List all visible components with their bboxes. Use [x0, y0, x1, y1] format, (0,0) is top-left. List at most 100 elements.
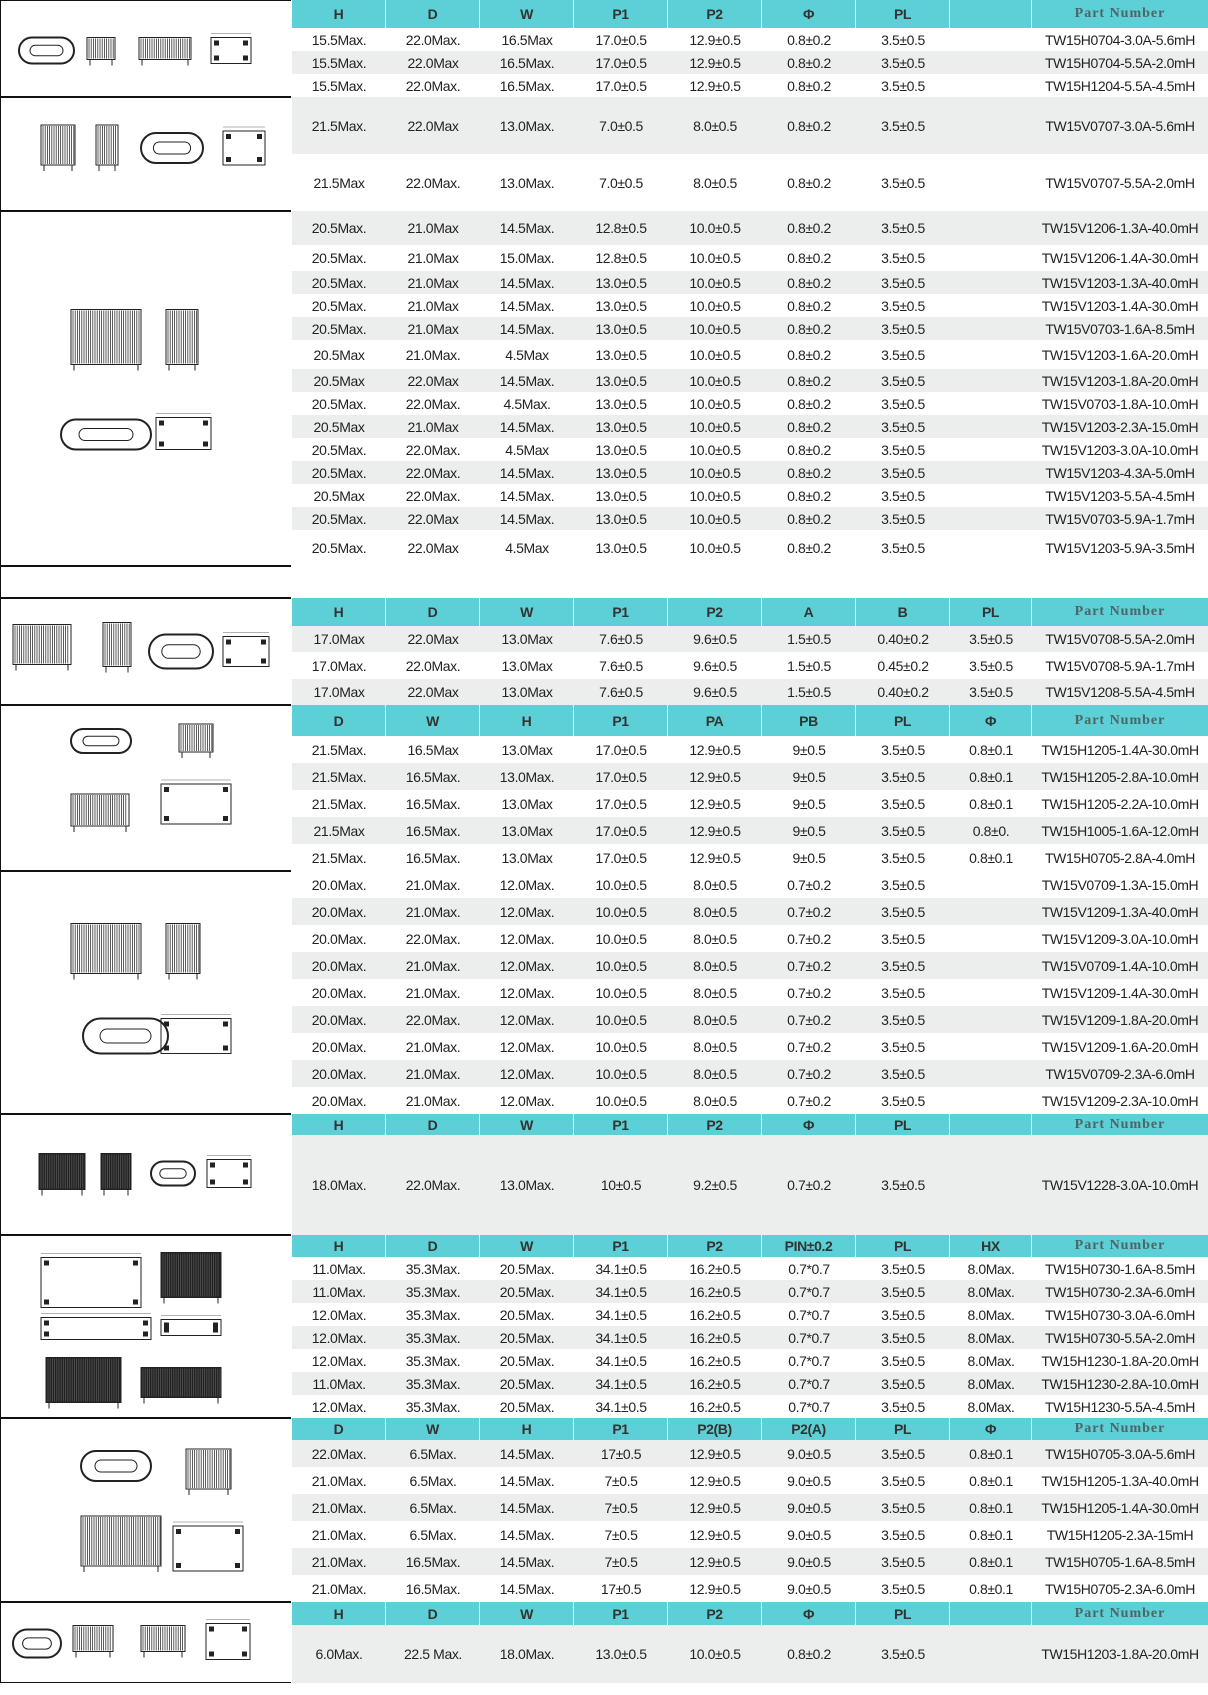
product-section: H D W P1 P2 Φ PL Part Number 18.0Max. 22.0Max. 13.…	[0, 1114, 1208, 1235]
cell-col-4: 13.0±0.5	[595, 487, 647, 504]
coil-winding-drawing	[165, 923, 201, 980]
cell-col-5: 16.2±0.5	[689, 1283, 741, 1300]
cell-col-2: 16.5Max.	[405, 768, 461, 785]
coil-winding-drawing	[140, 1367, 222, 1404]
cell-part-number: TW15V1209-1.3A-40.0mH	[1041, 903, 1199, 920]
cell-col-1: 20.5Max.	[311, 441, 367, 458]
cell-part-number: TW15V0703-1.8A-10.0mH	[1041, 395, 1199, 412]
cell-col-6: 0.7*0.7	[788, 1283, 830, 1300]
cell-col-8	[950, 74, 1032, 97]
cell-col-4: 17.0±0.5	[595, 741, 647, 758]
table-row: 20.0Max. 21.0Max. 12.0Max. 10.0±0.5 8.0±0.5 0…	[292, 898, 1208, 925]
cell-col-6: 9±0.5	[792, 795, 826, 812]
cell-col-7: 3.5±0.5	[881, 418, 925, 435]
cell-col-3: 12.0Max.	[499, 1038, 555, 1055]
cell-col-7: 3.5±0.5	[881, 1526, 925, 1543]
footprint-drawing	[205, 1619, 251, 1660]
table-row: 20.5Max 22.0Max 14.5Max. 13.0±0.5 10.0±0.5 0.…	[292, 369, 1208, 392]
cell-col-7: 3.5±0.5	[881, 1283, 925, 1300]
dimension-drawing	[60, 309, 212, 451]
spec-table: 20.5Max. 21.0Max 14.5Max. 12.8±0.5 10.0±0.5 0…	[292, 211, 1208, 566]
cell-col-6: 0.7*0.7	[788, 1260, 830, 1277]
cell-col-7: 3.5±0.5	[881, 510, 925, 527]
cell-col-3: 12.0Max.	[499, 957, 555, 974]
coil-winding-drawing	[72, 1625, 114, 1658]
cell-col-4: 10±0.5	[600, 1177, 642, 1193]
cell-part-number: TW15V0709-2.3A-6.0mH	[1045, 1065, 1195, 1082]
cell-col-1: 20.5Max.	[311, 274, 367, 291]
cell-col-1: 12.0Max.	[311, 1306, 367, 1323]
table-row: 20.5Max. 22.0Max 14.5Max. 13.0±0.5 10.0±0.5 0…	[292, 507, 1208, 530]
fig-vertical-coil-large	[0, 211, 291, 566]
cell-col-8: 8.0Max.	[967, 1306, 1015, 1323]
cell-col-5: 12.9±0.5	[689, 741, 741, 758]
cell-col-6: 9.0±0.5	[787, 1445, 831, 1462]
cell-col-1: 21.5Max	[313, 822, 365, 839]
cell-col-5: 12.9±0.5	[689, 31, 741, 48]
cell-col-3: 12.0Max.	[499, 1092, 555, 1109]
cell-col-6: 0.7*0.7	[788, 1375, 830, 1392]
cell-col-2: 22.0Max.	[405, 31, 461, 48]
cell-col-6: 0.8±0.2	[787, 117, 831, 134]
cell-col-3: 13.0Max	[501, 795, 553, 812]
cell-col-4: 34.1±0.5	[595, 1352, 647, 1369]
cell-col-6: 1.5±0.5	[787, 684, 831, 700]
cell-col-6: 0.8±0.2	[787, 464, 831, 481]
cell-col-1: 20.5Max.	[311, 320, 367, 337]
cell-col-1: 11.0Max.	[312, 1283, 366, 1300]
table-row: 18.0Max. 22.0Max. 13.0Max. 10±0.5 9.2±0.5 0.7…	[292, 1135, 1208, 1235]
cell-col-6: 0.8±0.2	[787, 510, 831, 527]
header-col-6: PB	[762, 705, 856, 736]
cell-col-2: 6.5Max.	[409, 1499, 457, 1516]
cell-col-2: 6.5Max.	[409, 1445, 457, 1462]
cell-col-5: 9.2±0.5	[693, 1177, 737, 1193]
cell-col-6: 0.7±0.2	[787, 1092, 831, 1109]
cell-part-number: TW15V1209-1.4A-30.0mH	[1041, 984, 1199, 1001]
header-part-number: Part Number	[1074, 1605, 1166, 1621]
table-row: 22.0Max. 6.5Max. 14.5Max. 17±0.5 12.9±0.5 9.0…	[292, 1440, 1208, 1467]
cell-part-number: TW15H0730-2.3A-6.0mH	[1045, 1283, 1195, 1300]
cell-col-8	[950, 294, 1032, 317]
header-col-2: W	[386, 705, 480, 736]
cell-part-number: TW15H0705-2.8A-4.0mH	[1045, 849, 1195, 866]
spec-table	[292, 566, 1208, 598]
coil-winding-drawing	[80, 1515, 162, 1572]
cell-col-7: 3.5±0.5	[881, 1306, 925, 1323]
cell-col-5: 12.9±0.5	[689, 54, 741, 71]
cell-col-2: 22.0Max.	[405, 441, 461, 458]
product-section	[0, 566, 1208, 598]
dimension-drawing	[40, 124, 266, 171]
cell-col-8	[950, 484, 1032, 507]
cell-col-4: 7.0±0.5	[599, 117, 643, 134]
fig-vertical-coil-a-b	[0, 598, 291, 705]
header-col-3: W	[480, 598, 574, 626]
cell-col-7: 3.5±0.5	[881, 297, 925, 314]
cell-part-number: TW15V0707-3.0A-5.6mH	[1045, 117, 1195, 134]
table-row: 15.5Max. 22.0Max. 16.5Max 17.0±0.5 12.9±0.5 0…	[292, 28, 1208, 51]
cell-col-5: 8.0±0.5	[693, 903, 737, 920]
cell-col-7: 3.5±0.5	[881, 1580, 925, 1597]
cell-col-8: 0.8±0.1	[969, 1445, 1013, 1462]
header-col-4: P1	[574, 598, 668, 626]
table-row: 20.0Max. 21.0Max. 12.0Max. 10.0±0.5 8.0±0.5 0…	[292, 1087, 1208, 1114]
cell-col-1: 20.0Max.	[311, 1092, 367, 1109]
cell-col-7: 3.5±0.5	[881, 54, 925, 71]
cell-col-8	[950, 245, 1032, 271]
cell-col-3: 12.0Max.	[499, 984, 555, 1001]
cell-col-4: 17.0±0.5	[595, 795, 647, 812]
cell-part-number: TW15V1203-4.3A-5.0mH	[1045, 464, 1195, 481]
cell-col-7: 3.5±0.5	[881, 320, 925, 337]
cell-col-4: 13.0±0.5	[595, 320, 647, 337]
cell-col-8: 8.0Max.	[967, 1283, 1015, 1300]
table-row	[292, 566, 1208, 598]
cell-col-1: 21.5Max	[313, 174, 365, 191]
cell-col-5: 8.0±0.5	[693, 174, 737, 191]
cell-part-number: TW15H0704-5.5A-2.0mH	[1045, 54, 1195, 71]
cell-col-5: 12.9±0.5	[689, 1526, 741, 1543]
header-col-7: PL	[856, 1114, 950, 1135]
footprint-drawing	[206, 1155, 252, 1188]
cell-col-3: 20.5Max.	[499, 1329, 555, 1346]
cell-col-4: 13.0±0.5	[595, 441, 647, 458]
cell-col-3: 13.0Max	[501, 822, 553, 839]
cell-col-3: 14.5Max.	[499, 1445, 555, 1462]
